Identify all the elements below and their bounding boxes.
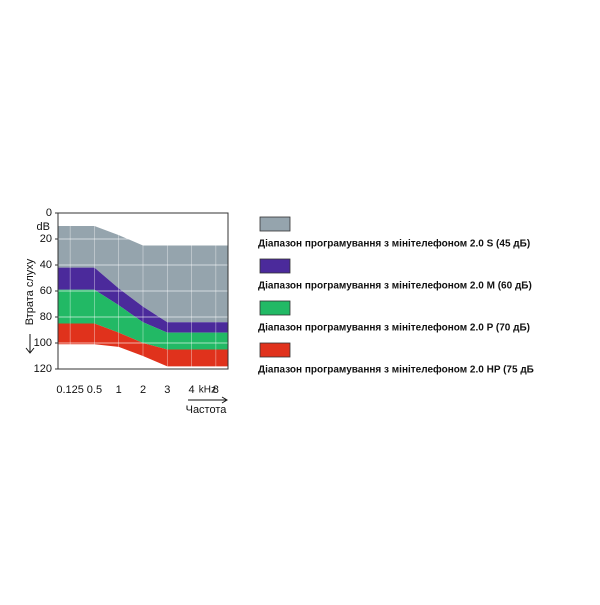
band-area <box>58 267 228 333</box>
x-axis-label: Частота <box>186 404 228 416</box>
legend-label: Діапазон програмування з мінітелефоном 2… <box>258 364 534 376</box>
legend-swatch <box>259 342 291 358</box>
y-tick-label: 80 <box>40 311 52 323</box>
x-arrow <box>188 396 228 404</box>
legend-label: Діапазон програмування з мінітелефоном 2… <box>258 238 530 250</box>
y-unit: dB <box>37 221 50 233</box>
x-tick-label: 4 <box>189 384 195 396</box>
legend-swatch <box>259 216 291 232</box>
y-tick-label: 100 <box>34 337 52 349</box>
x-tick-label: 2 <box>140 384 146 396</box>
y-tick-label: 0 <box>46 207 52 219</box>
y-axis-label: Втрата слуху <box>24 258 36 325</box>
x-tick-label: 0.125 <box>56 384 84 396</box>
x-tick-label: 8 <box>213 384 219 396</box>
legend-label: Діапазон програмування з мінітелефоном 2… <box>258 322 530 334</box>
y-tick-label: 20 <box>40 233 52 245</box>
x-tick-label: 3 <box>164 384 170 396</box>
y-tick-label: 40 <box>40 259 52 271</box>
legend-swatch <box>259 300 291 316</box>
y-tick-label: 60 <box>40 285 52 297</box>
legend-swatch <box>259 258 291 274</box>
band-area <box>58 289 228 350</box>
x-tick-label: 0.5 <box>87 384 102 396</box>
y-tick-label: 120 <box>34 363 52 375</box>
x-tick-label: 1 <box>116 384 122 396</box>
legend-label: Діапазон програмування з мінітелефоном 2… <box>258 280 532 292</box>
x-unit: kHz <box>199 385 216 396</box>
y-arrow <box>25 334 35 354</box>
